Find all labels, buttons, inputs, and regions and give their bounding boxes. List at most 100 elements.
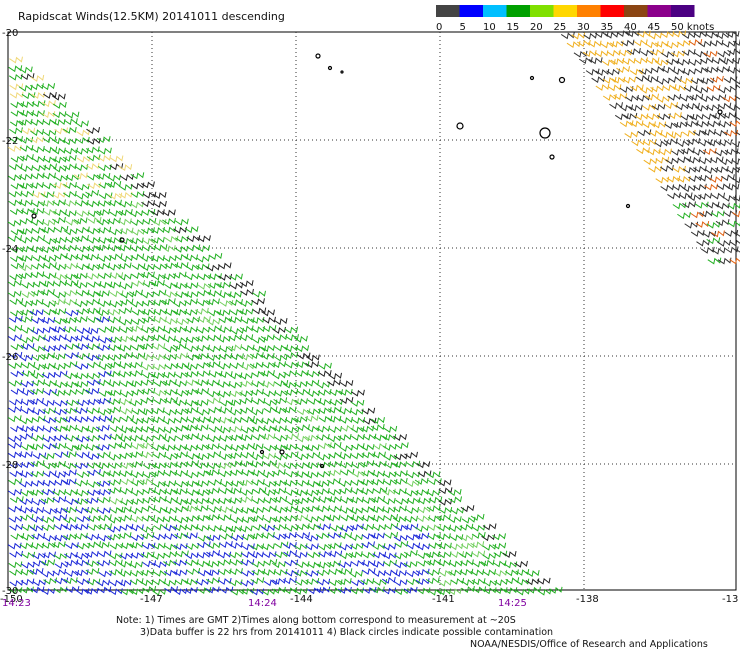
wind-barb [107,398,121,406]
wind-barb [261,370,275,378]
wind-barb [53,434,68,442]
wind-barb [725,30,740,38]
wind-barb [174,336,188,344]
wind-barb [304,534,319,542]
wind-barb [328,426,343,433]
wind-barb [43,237,58,245]
island-outline [558,76,566,84]
wind-barb [10,425,24,433]
wind-barb [117,506,132,514]
wind-barb [240,353,254,361]
wind-barb [174,532,189,540]
wind-barb [348,551,363,559]
wind-barb [87,469,101,476]
wind-barb [75,235,89,243]
wind-barb [161,444,176,452]
wind-barb [699,57,714,65]
credit-line: NOAA/NESDIS/Office of Research and Appli… [470,639,708,650]
wind-barb [30,246,44,254]
wind-barb [250,316,265,324]
wind-barb [65,434,80,442]
time-label-2: 14:24 [248,598,277,609]
wind-barb [327,406,342,414]
wind-barb [31,262,45,270]
wind-barb [74,479,88,487]
wind-barb [31,200,46,208]
wind-barb [130,417,144,425]
wind-barb [459,534,474,542]
wind-barb [525,578,540,586]
wind-barb [370,506,385,514]
wind-barb [142,585,157,593]
scale-swatch [577,5,601,17]
wind-barb [8,505,23,513]
wind-barb [664,138,678,146]
wind-barb [218,352,233,360]
wind-barb [252,307,267,315]
wind-barb [30,507,45,514]
wind-barb [702,230,717,238]
wind-barb [217,577,232,585]
wind-barb [306,451,321,459]
wind-barb [405,507,420,514]
wind-barb [63,228,78,236]
wind-barb [9,83,24,91]
wind-barb [250,532,264,540]
wind-barb [9,523,24,531]
wind-barb [128,399,143,407]
wind-barb [107,525,122,533]
wind-barb [284,451,299,459]
wind-barb [75,451,90,459]
wind-barb [350,496,364,504]
wind-barb [52,496,67,504]
wind-barb [31,110,45,118]
wind-barb [153,200,167,208]
wind-barb [293,587,308,595]
wind-barb [129,325,144,333]
graticule [7,31,737,591]
wind-barb [239,397,253,405]
wind-barb [64,262,78,270]
wind-barb [129,237,144,245]
wind-barb [84,550,99,558]
wind-barb [62,516,77,524]
wind-barb [668,112,682,120]
wind-barb [30,119,45,127]
wind-barb [416,515,431,523]
wind-barb [131,263,146,271]
wind-barb [97,164,112,172]
wind-barb [51,353,66,361]
wind-barb [54,478,69,486]
wind-barb [9,550,23,558]
wind-barb [65,570,80,577]
wind-barb [96,262,111,270]
wind-barb [217,362,232,370]
wind-barb [20,309,34,316]
wind-barb [86,127,100,134]
wind-barb [65,586,80,594]
wind-barb [207,345,222,353]
wind-barb [85,189,99,197]
wind-barb [316,505,331,513]
wind-barb [84,327,99,335]
wind-barb [174,218,189,226]
wind-barb [9,496,24,504]
wind-barb [108,568,123,576]
wind-barb [108,253,123,261]
wind-barb [714,149,729,157]
wind-barb [705,201,720,209]
wind-barb [219,506,233,514]
wind-barb [119,352,133,360]
wind-barb [161,371,176,379]
wind-barb [95,309,110,317]
wind-barb [482,523,497,531]
wind-barb [382,543,397,551]
wind-barb [8,351,23,359]
wind-barb [218,407,233,414]
wind-barb [19,513,34,521]
wind-barb [184,559,199,567]
wind-barb [175,362,190,370]
wind-barb [184,226,199,234]
wind-barb [42,129,57,137]
wind-barb [284,524,299,532]
